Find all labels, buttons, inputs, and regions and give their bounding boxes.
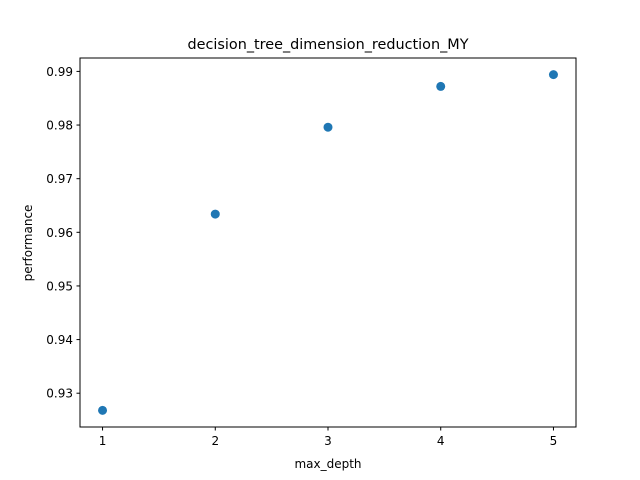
x-tick-label: 1: [99, 434, 107, 448]
x-axis-ticks: 1 2 3 4 5: [99, 427, 558, 448]
data-point: [210, 209, 220, 219]
x-tick-label: 2: [211, 434, 219, 448]
x-axis-label: max_depth: [294, 457, 361, 471]
y-tick-label: 0.99: [46, 65, 73, 79]
data-point: [323, 122, 333, 132]
y-axis-label: performance: [21, 205, 35, 282]
y-tick-label: 0.95: [46, 279, 73, 293]
y-tick-label: 0.93: [46, 387, 73, 401]
x-tick-label: 3: [324, 434, 332, 448]
x-tick-label: 4: [437, 434, 445, 448]
chart-title: decision_tree_dimension_reduction_MY: [188, 37, 469, 53]
data-points: [98, 70, 558, 415]
y-tick-label: 0.94: [46, 333, 73, 347]
data-point: [548, 70, 558, 80]
data-point: [98, 405, 108, 415]
y-axis-ticks: 0.93 0.94 0.95 0.96 0.97 0.98 0.99: [46, 65, 80, 401]
plot-area-frame: [79, 57, 577, 428]
y-tick-label: 0.98: [46, 119, 73, 133]
y-tick-label: 0.96: [46, 226, 73, 240]
x-tick-label: 5: [550, 434, 558, 448]
y-tick-label: 0.97: [46, 172, 73, 186]
data-point: [436, 81, 446, 91]
